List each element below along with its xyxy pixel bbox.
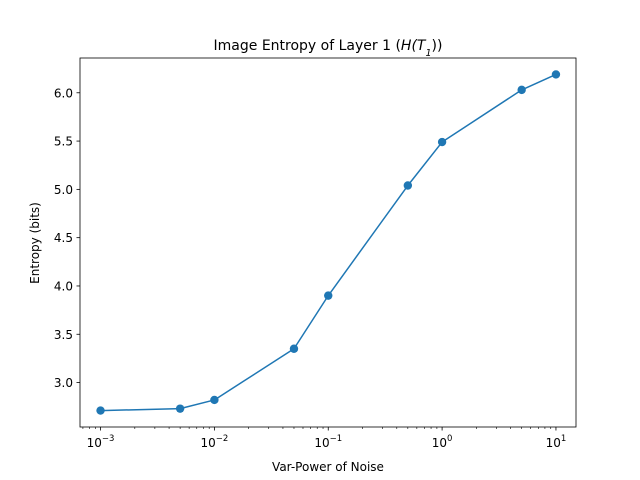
x-tick-label-2: 10−1 [314, 434, 342, 450]
x-tick-label-4: 101 [546, 434, 567, 450]
data-point-4 [324, 291, 333, 300]
data-point-8 [551, 70, 561, 79]
chart-title: Image Entropy of Layer 1 (H(T1)) [214, 38, 443, 59]
x-tick-label-1: 10−2 [200, 434, 228, 450]
data-point-2 [210, 395, 219, 405]
x-tick-label-3: 100 [432, 434, 453, 450]
x-axis-label: Var-Power of Noise [272, 460, 384, 474]
data-point-7 [517, 85, 526, 95]
plot-frame [79, 57, 577, 428]
series-line [100, 73, 557, 412]
y-tick-label-3: 4.5 [54, 231, 73, 245]
y-axis-label: Entropy (bits) [28, 202, 42, 284]
data-point-1 [175, 404, 185, 413]
data-point-0 [96, 406, 105, 415]
x-tick-label-0: 10−3 [87, 434, 115, 450]
y-tick-label-1: 3.5 [54, 328, 73, 342]
y-tick-label-0: 3.0 [54, 376, 73, 390]
y-tick-label-5: 5.5 [54, 135, 73, 149]
data-point-3 [289, 344, 299, 353]
y-tick-label-6: 6.0 [54, 86, 73, 100]
data-point-6 [437, 137, 447, 147]
y-tick-label-4: 5.0 [54, 183, 73, 197]
data-point-5 [403, 181, 413, 190]
y-tick-label-2: 4.0 [54, 279, 73, 293]
